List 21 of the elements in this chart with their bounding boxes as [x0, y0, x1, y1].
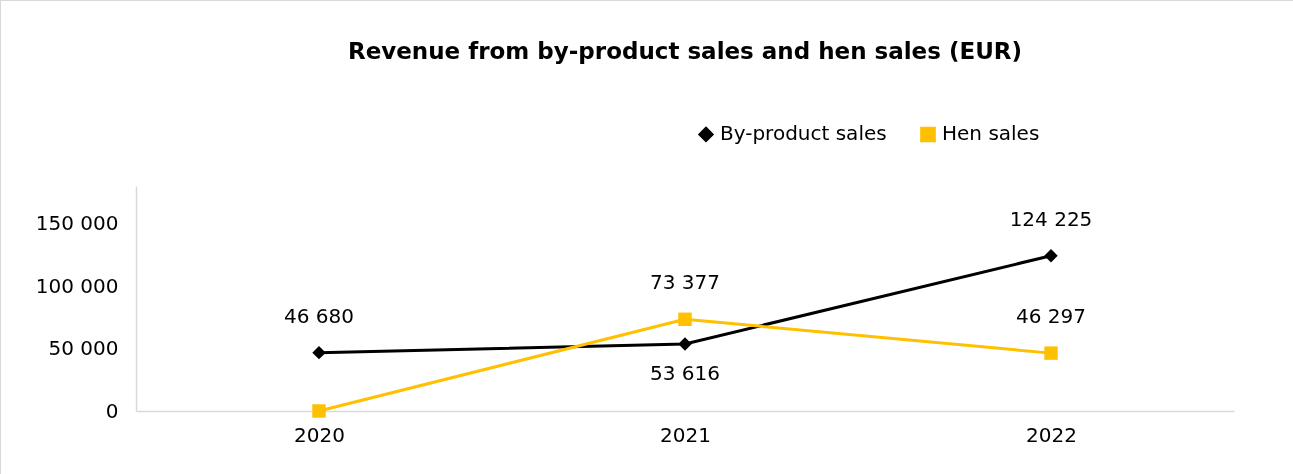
y-tick-label: 50 000	[48, 336, 119, 360]
data-label: 46 297	[1016, 304, 1086, 329]
chart-title: Revenue from by-product sales and hen sales (EUR)	[347, 38, 1023, 64]
data-label: 46 680	[284, 303, 354, 328]
y-tick-label: 0	[105, 398, 119, 423]
y-tick-label: 150 000	[35, 211, 119, 235]
point	[678, 312, 692, 326]
legend-label: By-product sales	[720, 121, 887, 146]
data-label: 73 377	[650, 270, 720, 295]
point	[312, 404, 326, 418]
legend-label: Hen sales	[942, 121, 1040, 146]
point	[312, 345, 326, 360]
data-label: 124 225	[1009, 206, 1093, 231]
x-tick-label: 2022	[1026, 422, 1077, 447]
y-tick-label: 100 000	[35, 273, 119, 298]
point	[1044, 346, 1058, 360]
data-label: 53 616	[650, 360, 720, 385]
x-tick-label: 2021	[660, 422, 711, 447]
x-tick-label: 2020	[294, 422, 345, 447]
point	[1044, 249, 1058, 263]
point	[678, 337, 692, 351]
